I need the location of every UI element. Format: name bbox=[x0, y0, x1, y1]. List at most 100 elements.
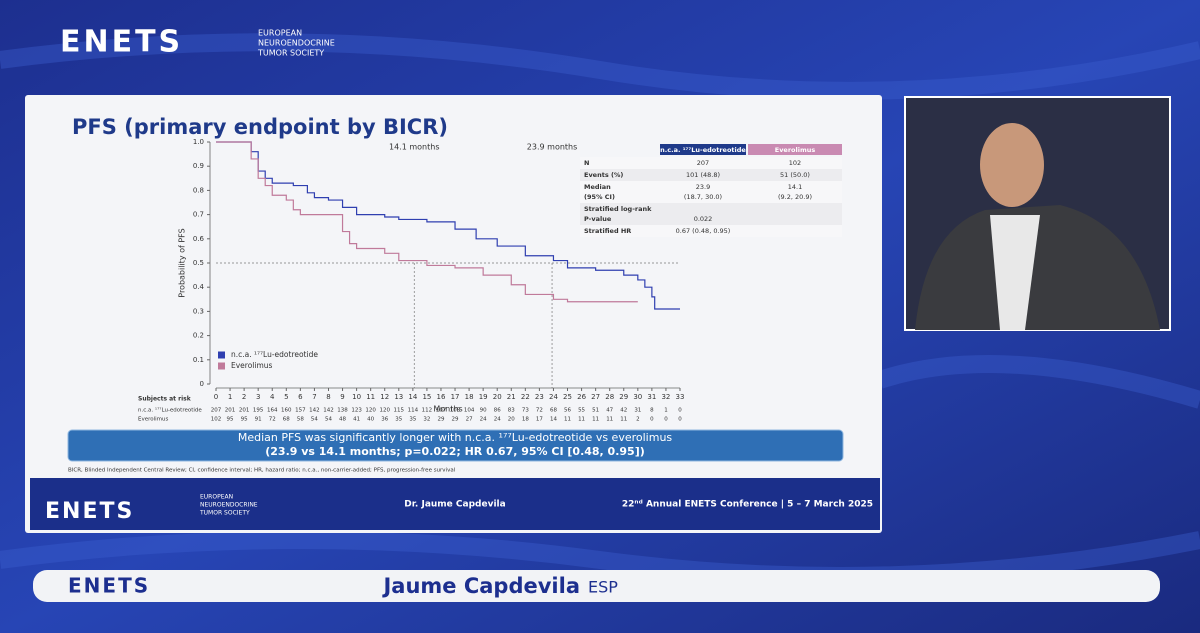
banner bbox=[67, 429, 844, 462]
table-row-label: Stratified HR bbox=[584, 227, 631, 235]
society: TUMOR SOCIETY bbox=[199, 510, 250, 517]
x-tick-label: 3 bbox=[256, 393, 260, 401]
table-row bbox=[580, 169, 842, 181]
risk-value: 35 bbox=[409, 417, 416, 423]
annotation: 23.9 months bbox=[527, 143, 578, 152]
risk-value: 56 bbox=[564, 408, 571, 414]
risk-value: 11 bbox=[592, 417, 599, 423]
risk-value: 24 bbox=[494, 417, 501, 423]
table-header: Everolimus bbox=[775, 146, 816, 154]
table-header-cell bbox=[748, 144, 842, 155]
logo: ENETS bbox=[60, 25, 183, 60]
table-row bbox=[580, 181, 842, 203]
x-tick-label: 10 bbox=[352, 393, 361, 401]
table-cell: 51 (50.0) bbox=[780, 171, 810, 179]
x-tick-label: 4 bbox=[270, 393, 275, 401]
risk-value: 72 bbox=[269, 417, 276, 423]
y-tick-label: 0.5 bbox=[193, 259, 204, 267]
table-cell: 14.1 bbox=[788, 183, 802, 191]
legend-label: Everolimus bbox=[231, 361, 273, 370]
x-tick-label: 17 bbox=[451, 393, 460, 401]
risk-value: 29 bbox=[452, 417, 459, 423]
x-tick-label: 14 bbox=[408, 393, 417, 401]
x-tick-label: 2 bbox=[242, 393, 246, 401]
risk-value: 160 bbox=[281, 408, 292, 414]
y-tick-label: 0.9 bbox=[193, 162, 204, 170]
table-row-label: N bbox=[584, 159, 589, 167]
legend-swatch bbox=[218, 362, 225, 370]
x-tick-label: 22 bbox=[521, 393, 530, 401]
risk-value: 68 bbox=[283, 417, 290, 423]
annotation: 14.1 months bbox=[389, 143, 440, 152]
x-tick-label: 27 bbox=[591, 393, 600, 401]
risk-value: 31 bbox=[634, 408, 641, 414]
risk-value: 90 bbox=[480, 408, 487, 414]
speaker-head bbox=[980, 123, 1044, 207]
legend-swatch bbox=[218, 351, 225, 359]
slide-title: PFS (primary endpoint by BICR) bbox=[72, 115, 448, 139]
speaker-body bbox=[915, 205, 1160, 330]
slide-footer bbox=[30, 478, 880, 530]
risk-value: 123 bbox=[351, 408, 362, 414]
risk-value: 11 bbox=[606, 417, 613, 423]
risk-value: 54 bbox=[325, 417, 332, 423]
x-tick-label: 26 bbox=[577, 393, 586, 401]
x-tick-label: 7 bbox=[312, 393, 316, 401]
risk-value: 54 bbox=[311, 417, 318, 423]
risk-value: 115 bbox=[394, 408, 405, 414]
society: TUMOR SOCIETY bbox=[257, 49, 324, 58]
table-cell: 102 bbox=[789, 159, 801, 167]
risk-value: 58 bbox=[297, 417, 304, 423]
risk-value: 32 bbox=[423, 417, 430, 423]
risk-value: 48 bbox=[339, 417, 346, 423]
risk-value: 36 bbox=[381, 417, 388, 423]
x-tick-label: 25 bbox=[563, 393, 572, 401]
x-tick-label: 12 bbox=[380, 393, 389, 401]
y-tick-label: 1.0 bbox=[193, 138, 204, 146]
risk-value: 17 bbox=[536, 417, 543, 423]
x-tick-label: 15 bbox=[422, 393, 431, 401]
risk-value: 72 bbox=[536, 408, 543, 414]
lower-third bbox=[33, 570, 1160, 602]
x-tick-label: 31 bbox=[647, 393, 656, 401]
risk-value: 14 bbox=[550, 417, 557, 423]
y-axis-label: Probability of PFS bbox=[178, 228, 187, 297]
x-tick-label: 19 bbox=[479, 393, 488, 401]
risk-row-label: Everolimus bbox=[138, 417, 169, 423]
x-tick-label: 1 bbox=[228, 393, 232, 401]
risk-value: 142 bbox=[323, 408, 334, 414]
risk-value: 73 bbox=[522, 408, 529, 414]
risk-value: 104 bbox=[464, 408, 475, 414]
table-header-cell bbox=[660, 144, 746, 155]
x-tick-label: 13 bbox=[394, 393, 403, 401]
table-cell: 0.022 bbox=[694, 215, 713, 223]
x-tick-label: 30 bbox=[633, 393, 642, 401]
risk-value: 83 bbox=[508, 408, 515, 414]
risk-value: 201 bbox=[225, 408, 236, 414]
y-tick-label: 0.7 bbox=[193, 211, 204, 219]
y-tick-label: 0.3 bbox=[193, 307, 204, 315]
risk-value: 47 bbox=[606, 408, 613, 414]
risk-value: 41 bbox=[353, 417, 360, 423]
logo: ENETS bbox=[68, 574, 150, 598]
stats-table: n.c.a. ¹⁷⁷Lu-edotreotide Everolimus N 207 10… bbox=[580, 144, 842, 237]
x-tick-label: 11 bbox=[366, 393, 375, 401]
risk-value: 40 bbox=[367, 417, 374, 423]
speaker-country: ESP bbox=[588, 578, 618, 597]
legend-label: n.c.a. ¹⁷⁷Lu-edotreotide bbox=[231, 350, 318, 359]
risk-value: 11 bbox=[564, 417, 571, 423]
risk-value: 142 bbox=[309, 408, 320, 414]
society: EUROPEAN bbox=[200, 494, 233, 501]
table-header: n.c.a. ¹⁷⁷Lu-edotreotide bbox=[660, 146, 746, 154]
table-row bbox=[580, 157, 842, 169]
table-row-label: Events (%) bbox=[584, 171, 623, 179]
risk-value: 105 bbox=[450, 408, 461, 414]
y-tick-label: 0.6 bbox=[193, 235, 205, 243]
table-row bbox=[580, 225, 842, 237]
risk-value: 20 bbox=[508, 417, 515, 423]
risk-value: 42 bbox=[620, 408, 627, 414]
risk-value: 195 bbox=[253, 408, 264, 414]
risk-value: 1 bbox=[664, 408, 668, 414]
risk-value: 164 bbox=[267, 408, 278, 414]
